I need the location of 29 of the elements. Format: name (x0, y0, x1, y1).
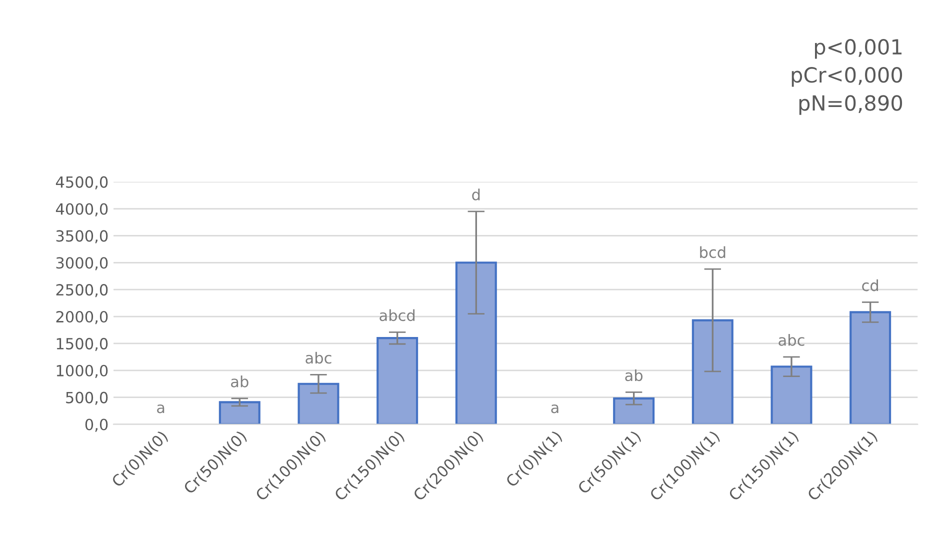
bar (298, 382, 340, 424)
y-tick-label: 4500,0 (56, 176, 108, 190)
annotation: bcd (700, 246, 726, 258)
text: p<0,001 pCr<0,000 pN=0,890 (792, 38, 902, 115)
y-tick-label: 1000,0 (56, 364, 108, 378)
bar (218, 401, 260, 424)
y-tick-label: 500,0 (66, 392, 108, 405)
bar (770, 366, 812, 424)
annotation: a (157, 404, 164, 414)
bar (376, 337, 418, 424)
bar (455, 262, 497, 424)
bar (613, 397, 655, 424)
annotation: a (551, 404, 558, 414)
bar (850, 311, 892, 424)
annotation: abc (778, 334, 804, 346)
y-tick-label: 2500,0 (56, 284, 108, 298)
annotation: abcd (380, 309, 415, 322)
y-tick-label: 3000,0 (56, 257, 108, 270)
bar (692, 319, 734, 424)
y-tick-label: 4000,0 (56, 203, 108, 216)
annotation: cd (862, 279, 878, 292)
annotation: d (472, 188, 480, 200)
y-tick-label: 2000,0 (56, 310, 108, 324)
annotation: abc (306, 352, 332, 364)
annotation: ab (231, 376, 248, 388)
y-tick-label: 1500,0 (56, 338, 108, 352)
annotation: ab (625, 369, 643, 382)
y-tick-label: 0,0 (85, 418, 108, 432)
y-tick-label: 3500,0 (56, 230, 108, 244)
